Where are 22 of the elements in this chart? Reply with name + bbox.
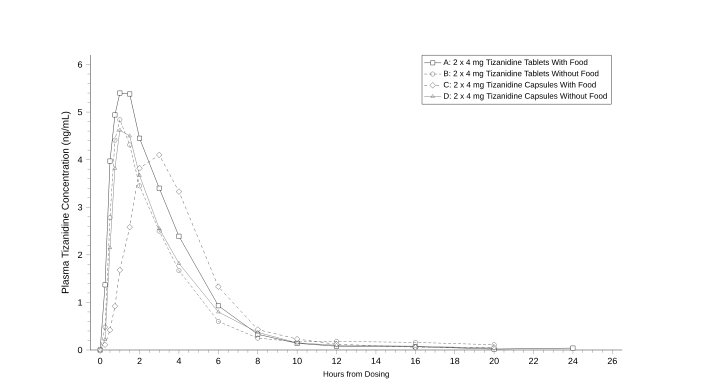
x-tick-label: 20 [490, 358, 499, 364]
y-tick-label: 6 [78, 61, 82, 68]
x-tick-label: 16 [411, 358, 420, 364]
x-tick-label: 18 [450, 358, 460, 364]
x-tick-label: 26 [608, 358, 617, 364]
x-tick-label: 14 [372, 358, 381, 364]
y-tick-label: 3 [78, 204, 82, 210]
y-tick-label: 0 [78, 346, 82, 354]
x-tick-label: 2 [138, 358, 142, 364]
x-tick-label: 12 [332, 358, 342, 364]
x-tick-label: 24 [568, 358, 578, 364]
y-tick-label: 1 [78, 299, 82, 306]
x-tick-label: 6 [216, 358, 220, 364]
y-tick-label: 5 [78, 108, 82, 116]
x-tick-label: 22 [529, 358, 538, 364]
y-tick-label: 4 [78, 156, 82, 163]
y-tick-label: 2 [78, 252, 82, 258]
x-tick-label: 0 [98, 358, 102, 364]
x-tick-label: 8 [256, 358, 260, 364]
x-tick-label: 10 [292, 358, 302, 364]
x-tick-label: 4 [176, 358, 182, 364]
y-axis-title: Plasma Tizanidine Concentration (ng/mL) [61, 112, 71, 294]
